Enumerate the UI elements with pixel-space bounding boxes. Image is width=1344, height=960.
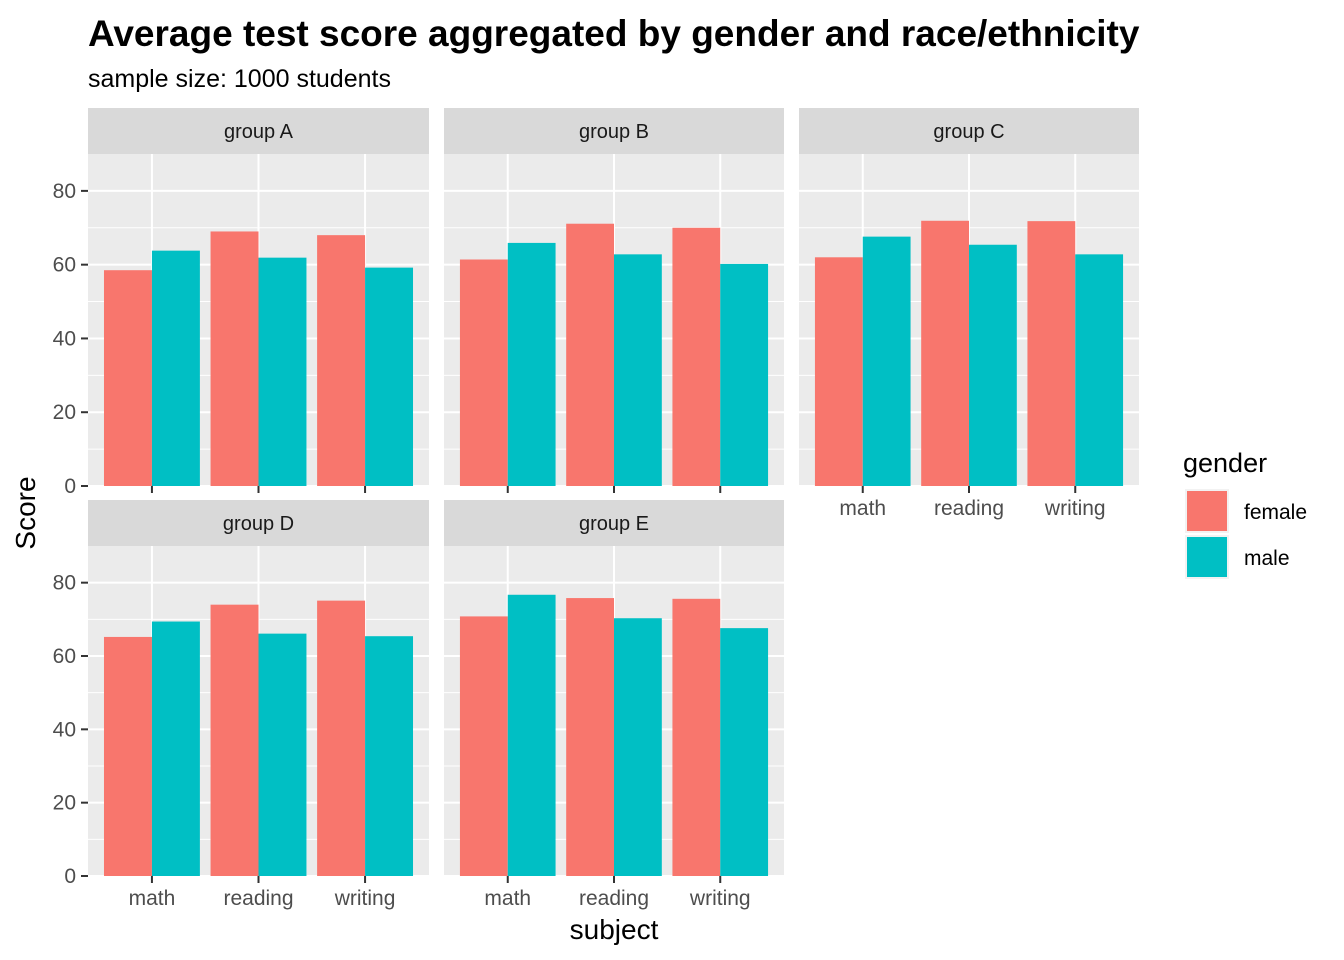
- bar-group-C-reading-male: [969, 244, 1017, 486]
- y-tick-label: 40: [53, 718, 76, 741]
- y-tick-label: 20: [53, 792, 76, 815]
- legend-title: gender: [1183, 448, 1267, 478]
- legend: gender female male: [1183, 448, 1307, 579]
- facet-strip-label: group B: [579, 121, 649, 143]
- x-tick-label: reading: [223, 887, 293, 910]
- bar-group-E-reading-female: [566, 598, 614, 876]
- panel-group-C: group C math reading writing: [799, 108, 1139, 520]
- panel-group-A: group A 0 20 40 60 80: [53, 108, 429, 498]
- facet-strip: [799, 108, 1139, 154]
- bar-group-C-writing-male: [1075, 254, 1124, 486]
- facet-strip: [88, 108, 429, 154]
- bar-group-E-math-female: [459, 616, 508, 876]
- legend-key-male: [1187, 537, 1227, 577]
- x-tick-label: reading: [579, 887, 649, 910]
- bar-group-A-reading-female: [210, 231, 259, 486]
- bar-group-E-writing-male: [720, 628, 769, 876]
- bar-group-D-math-male: [151, 621, 200, 876]
- bar-group-B-math-male: [507, 242, 556, 486]
- y-tick-label: 60: [53, 254, 76, 277]
- bar-group-B-writing-male: [720, 263, 769, 486]
- bar-group-E-writing-female: [672, 598, 721, 876]
- y-tick-label: 40: [53, 327, 76, 350]
- bar-group-B-reading-male: [614, 254, 662, 486]
- y-tick-label: 0: [64, 865, 76, 888]
- panel-group-D: group D 0 20 40 60 80 math reading writing: [53, 500, 429, 910]
- bar-group-E-math-male: [507, 594, 556, 876]
- y-tick-label: 60: [53, 645, 76, 668]
- facet-strip-label: group C: [933, 121, 1004, 143]
- bar-group-A-math-male: [151, 250, 200, 486]
- bar-group-E-reading-male: [614, 618, 662, 876]
- facet-strip-label: group E: [579, 513, 649, 535]
- chart-subtitle: sample size: 1000 students: [88, 65, 391, 93]
- x-tick-label: writing: [689, 887, 751, 910]
- bar-group-A-math-female: [103, 270, 152, 486]
- bar-group-B-reading-female: [566, 223, 614, 486]
- y-tick-label: 80: [53, 572, 76, 595]
- x-tick-label: writing: [334, 887, 396, 910]
- bar-group-D-writing-female: [317, 600, 366, 876]
- facet-panels: group A 0 20 40 60 80 group B group C math readin…: [53, 108, 1139, 910]
- bar-group-D-writing-male: [365, 636, 414, 876]
- y-tick-label: 80: [53, 180, 76, 203]
- bar-group-D-math-female: [103, 636, 152, 876]
- x-axis-title: subject: [570, 914, 659, 945]
- chart-title: Average test score aggregated by gender …: [88, 13, 1140, 54]
- legend-label-male: male: [1244, 547, 1290, 570]
- facet-strip-label: group A: [224, 121, 294, 143]
- bar-group-A-writing-male: [365, 267, 414, 486]
- facet-strip: [444, 500, 784, 546]
- x-tick-label: math: [839, 497, 886, 520]
- y-axis-title: Score: [10, 476, 41, 549]
- legend-label-female: female: [1244, 501, 1307, 524]
- facet-strip-label: group D: [223, 513, 294, 535]
- bar-group-D-reading-female: [210, 604, 259, 876]
- y-tick-label: 20: [53, 401, 76, 424]
- bar-group-A-writing-female: [317, 235, 366, 486]
- bar-group-C-math-female: [814, 257, 863, 486]
- y-tick-label: 0: [64, 475, 76, 498]
- bar-group-C-writing-female: [1027, 221, 1076, 487]
- x-tick-label: writing: [1044, 497, 1106, 520]
- panel-group-B: group B: [444, 108, 784, 493]
- bar-group-B-writing-female: [672, 227, 721, 486]
- facet-strip: [88, 500, 429, 546]
- x-tick-label: reading: [934, 497, 1004, 520]
- bar-group-B-math-female: [459, 259, 508, 486]
- bar-group-A-reading-male: [258, 257, 307, 486]
- bar-group-C-math-male: [862, 236, 911, 486]
- x-tick-label: math: [484, 887, 531, 910]
- x-tick-label: math: [129, 887, 176, 910]
- bar-group-D-reading-male: [258, 633, 307, 876]
- panel-group-E: group E math reading writing: [444, 500, 784, 910]
- bar-group-C-reading-female: [921, 220, 969, 486]
- facet-strip: [444, 108, 784, 154]
- legend-key-female: [1187, 491, 1227, 531]
